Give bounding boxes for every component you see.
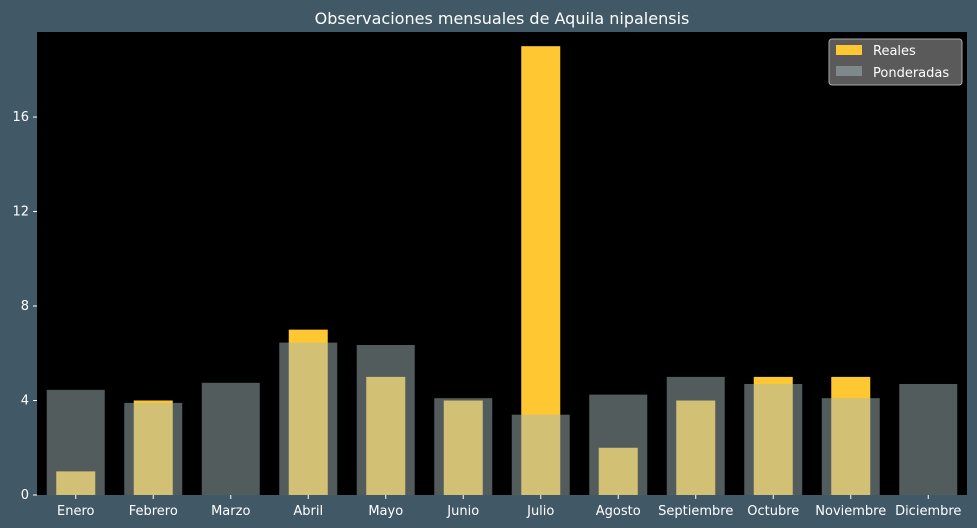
legend-label-reales: Reales: [873, 44, 916, 59]
bar-ponderadas-marzo: [201, 382, 260, 495]
bar-ponderadas-febrero: [124, 402, 183, 495]
bar-ponderadas-diciembre: [899, 383, 958, 495]
x-tick-label-agosto: Agosto: [596, 504, 641, 519]
x-tick-label-julio: Julio: [526, 504, 554, 519]
legend-label-ponderadas: Ponderadas: [873, 66, 949, 81]
x-tick-label-febrero: Febrero: [129, 504, 178, 519]
x-tick-label-diciembre: Diciembre: [895, 504, 961, 519]
bar-ponderadas-noviembre: [821, 398, 880, 495]
bar-ponderadas-mayo: [356, 344, 415, 495]
bar-ponderadas-septiembre: [666, 376, 725, 495]
x-tick-label-noviembre: Noviembre: [815, 504, 886, 519]
legend-swatch-ponderadas: [836, 66, 862, 76]
legend-box: [828, 38, 963, 86]
x-tick-label-marzo: Marzo: [211, 504, 250, 519]
y-tick-label-12: 12: [12, 205, 29, 220]
y-tick-label-8: 8: [21, 299, 29, 314]
x-tick-label-septiembre: Septiembre: [658, 504, 733, 519]
bar-ponderadas-julio: [511, 414, 570, 495]
plot-area: [37, 32, 967, 495]
series-ponderadas: [46, 342, 958, 495]
x-tick-label-junio: Junio: [446, 504, 479, 519]
bar-ponderadas-abril: [279, 342, 338, 495]
bar-ponderadas-octubre: [744, 383, 803, 495]
x-tick-label-octubre: Octubre: [747, 504, 799, 519]
x-tick-label-mayo: Mayo: [368, 504, 403, 519]
bar-ponderadas-junio: [434, 398, 493, 495]
y-axis: 0 4 8 12 16: [12, 110, 37, 503]
y-tick-label-0: 0: [21, 488, 29, 503]
x-axis: Enero Febrero Marzo Abril Mayo Junio Julio Agos…: [57, 495, 961, 519]
bar-ponderadas-enero: [46, 389, 105, 495]
legend: Reales Ponderadas: [828, 38, 963, 86]
chart-title: Observaciones mensuales de Aquila nipale…: [315, 9, 690, 28]
y-tick-label-4: 4: [21, 394, 29, 409]
y-tick-label-16: 16: [12, 110, 29, 125]
legend-swatch-reales: [836, 45, 862, 55]
bar-ponderadas-agosto: [589, 394, 648, 495]
x-tick-label-abril: Abril: [293, 504, 323, 519]
x-tick-label-enero: Enero: [57, 504, 95, 519]
